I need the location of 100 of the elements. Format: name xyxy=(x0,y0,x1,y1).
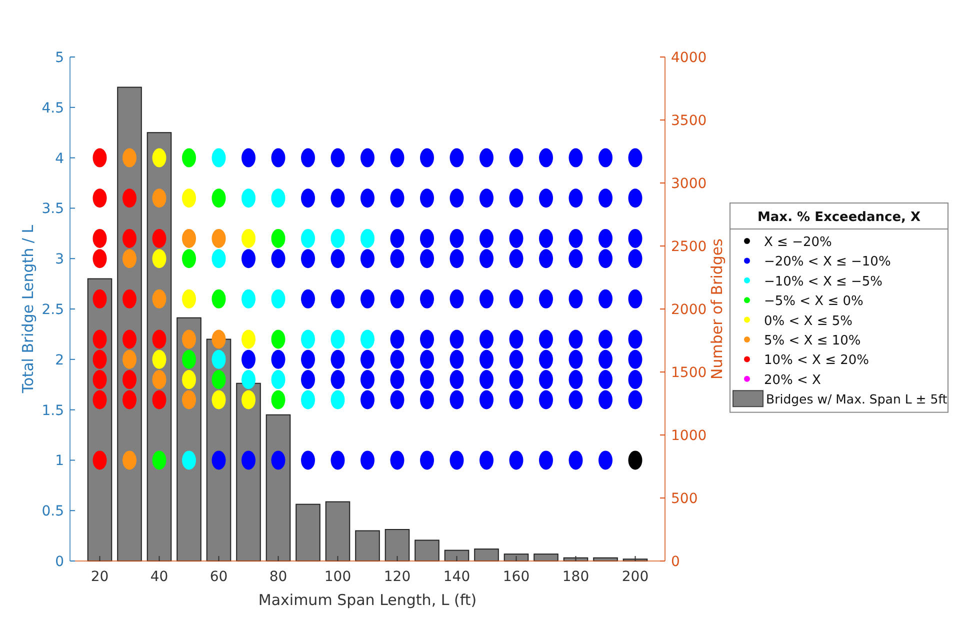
x-tick-label: 40 xyxy=(150,569,168,585)
point xyxy=(271,228,286,248)
point xyxy=(122,390,136,410)
point xyxy=(152,228,166,248)
point xyxy=(182,350,196,369)
point xyxy=(92,390,107,410)
point xyxy=(122,148,136,168)
point xyxy=(92,289,107,308)
point xyxy=(330,390,345,410)
legend-label: 5% < X ≤ 10% xyxy=(764,334,861,348)
point xyxy=(152,350,166,369)
y-tick-label: 3.5 xyxy=(42,201,64,218)
point xyxy=(271,289,286,308)
point xyxy=(182,450,196,470)
point xyxy=(360,330,374,349)
y2-tick-label: 3500 xyxy=(671,113,707,129)
legend-label: Bridges w/ Max. Span L ± 5ft xyxy=(766,392,948,407)
legend-label: −5% < X ≤ 0% xyxy=(764,294,864,310)
point xyxy=(182,188,196,208)
legend-label: X ≤ −20% xyxy=(764,235,832,250)
point xyxy=(212,370,226,390)
bar xyxy=(474,548,499,562)
point xyxy=(152,289,166,308)
x-tick-label: 60 xyxy=(210,569,228,585)
point xyxy=(152,249,166,268)
x-tick-label: 20 xyxy=(90,569,109,585)
point xyxy=(122,228,136,248)
y2-axis-title: Number of Bridges xyxy=(708,238,726,380)
point xyxy=(152,330,166,349)
point xyxy=(212,289,226,308)
point xyxy=(212,188,226,208)
point xyxy=(122,249,136,268)
point xyxy=(360,228,374,248)
y2-tick-label: 1000 xyxy=(671,428,707,444)
y-tick-label: 1.5 xyxy=(42,402,64,419)
point xyxy=(242,228,256,248)
point xyxy=(212,249,226,268)
y-tick-label: 4.5 xyxy=(42,100,64,116)
point xyxy=(182,249,196,268)
x-axis-title: Maximum Span Length, L (ft) xyxy=(258,591,477,609)
bar xyxy=(414,540,440,562)
point xyxy=(330,228,345,248)
point xyxy=(92,330,107,349)
bar xyxy=(355,530,380,562)
point xyxy=(242,390,256,410)
point xyxy=(152,188,166,208)
point xyxy=(212,330,226,349)
point xyxy=(92,148,107,168)
point xyxy=(301,330,315,349)
point xyxy=(182,330,196,349)
y-tick-label: 4 xyxy=(55,150,64,167)
legend-label: −20% < X ≤ −10% xyxy=(764,254,891,270)
legend-title: Max. % Exceedance, X xyxy=(757,210,921,225)
y-tick-label: 2 xyxy=(55,352,64,368)
point xyxy=(212,228,226,248)
x-tick-label: 80 xyxy=(269,569,288,585)
bar xyxy=(444,550,470,562)
point xyxy=(212,350,226,369)
point xyxy=(242,330,256,349)
point xyxy=(122,330,136,349)
point xyxy=(271,370,286,390)
legend-label: 20% < X xyxy=(764,372,822,388)
y-tick-label: 3 xyxy=(55,252,64,268)
x-tick-label: 160 xyxy=(502,569,530,585)
point xyxy=(92,188,107,208)
x-tick-label: 180 xyxy=(562,569,590,585)
point xyxy=(122,450,136,470)
point xyxy=(92,249,107,268)
x-tick-label: 200 xyxy=(622,569,649,585)
point xyxy=(152,450,166,470)
point xyxy=(242,370,256,390)
point xyxy=(122,289,136,308)
point xyxy=(152,148,166,168)
y-tick-label: 5 xyxy=(55,50,64,66)
y2-tick-label: 2000 xyxy=(671,302,707,318)
bar xyxy=(266,414,291,562)
point xyxy=(92,450,107,470)
point xyxy=(182,370,196,390)
point xyxy=(182,289,196,308)
y-tick-label: 0.5 xyxy=(42,504,64,520)
point xyxy=(212,390,226,410)
point xyxy=(92,228,107,248)
x-tick-label: 120 xyxy=(384,569,411,585)
legend-label: 10% < X ≤ 20% xyxy=(764,353,870,368)
point xyxy=(92,370,107,390)
point xyxy=(92,350,107,369)
point xyxy=(182,390,196,410)
bar xyxy=(325,501,350,562)
point xyxy=(122,188,136,208)
bar xyxy=(384,529,410,562)
point xyxy=(301,390,315,410)
y2-tick-label: 1500 xyxy=(671,365,707,381)
point xyxy=(330,330,345,349)
legend-label: 0% < X ≤ 5% xyxy=(764,314,852,329)
legend-label: −10% < X ≤ −5% xyxy=(764,274,883,290)
point xyxy=(301,228,315,248)
bar xyxy=(296,504,320,562)
y-axis-title: Total Bridge Length / L xyxy=(19,224,37,394)
point xyxy=(212,148,226,168)
point xyxy=(182,228,196,248)
